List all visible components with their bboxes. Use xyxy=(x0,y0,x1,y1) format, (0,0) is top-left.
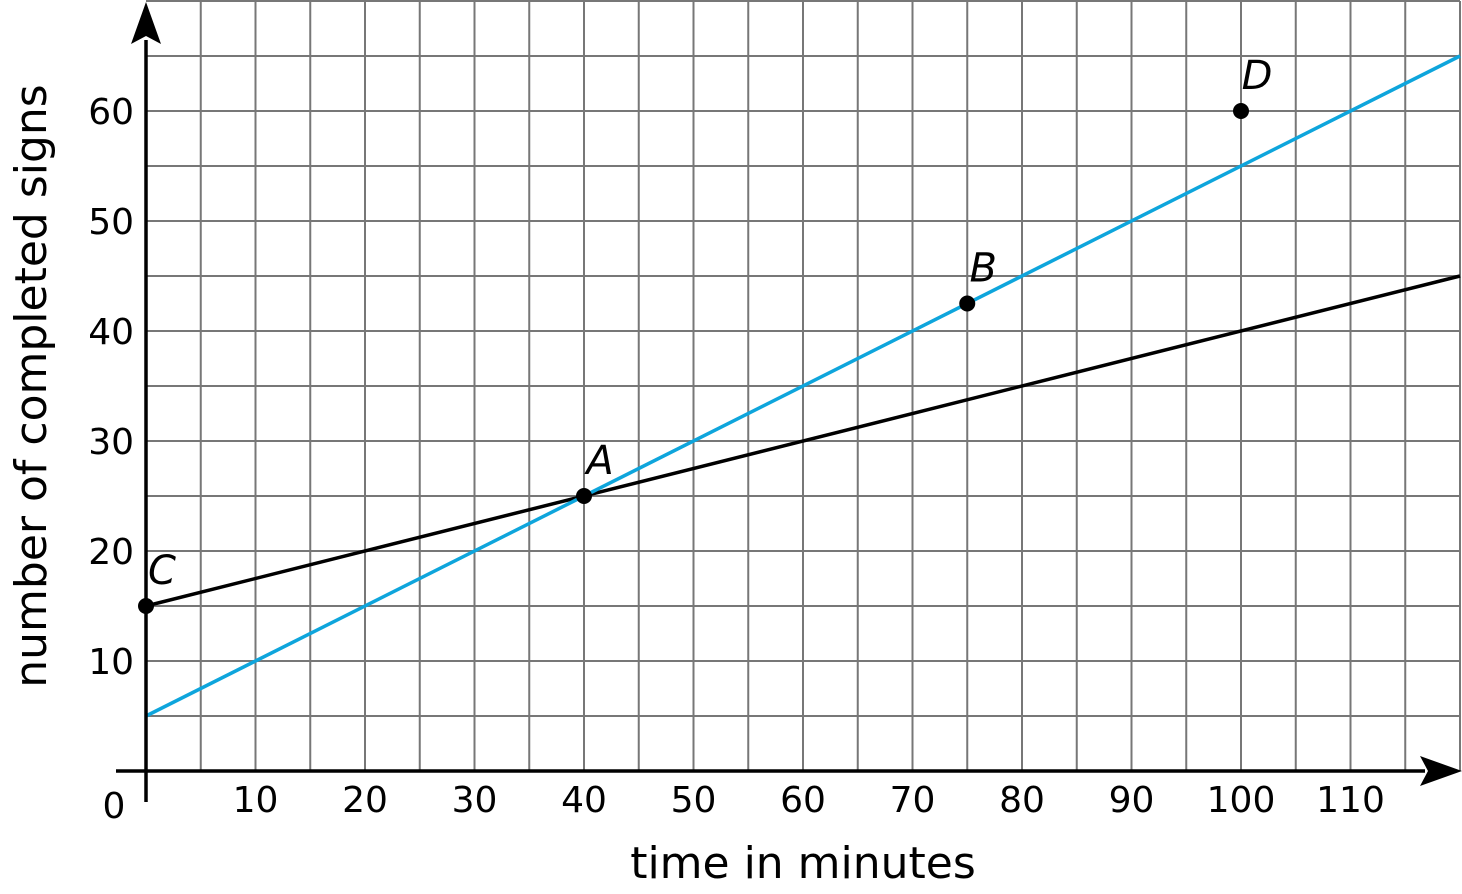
x-tick-label: 70 xyxy=(890,780,936,821)
x-tick-label: 50 xyxy=(671,780,717,821)
x-tick-label: 110 xyxy=(1316,780,1385,821)
x-tick-label: 60 xyxy=(780,780,826,821)
x-tick-label: 20 xyxy=(342,780,388,821)
origin-label: 0 xyxy=(103,786,126,827)
y-tick-label: 40 xyxy=(88,312,134,353)
x-tick-label: 30 xyxy=(452,780,498,821)
y-tick-label: 20 xyxy=(88,532,134,573)
y-axis-arrow xyxy=(131,2,161,44)
x-axis-arrow xyxy=(1420,756,1462,786)
x-tick-label: 90 xyxy=(1109,780,1155,821)
y-tick-label: 60 xyxy=(88,92,134,133)
tick-labels: 10 20 30 40 50 60 70 80 90 100 110 10 20 30 40 50 60 xyxy=(88,92,1385,821)
x-tick-label: 80 xyxy=(999,780,1045,821)
data-points: A B C D xyxy=(138,53,1272,614)
x-axis-label: time in minutes xyxy=(630,838,976,889)
point-label-C: C xyxy=(148,548,176,594)
point-label-A: A xyxy=(583,438,613,484)
point-B xyxy=(959,295,976,312)
point-label-B: B xyxy=(970,246,997,292)
y-axis-label: number of completed signs xyxy=(6,84,57,687)
series-line xyxy=(145,54,1461,718)
series-lines xyxy=(145,54,1461,718)
y-tick-label: 30 xyxy=(88,422,134,463)
axes xyxy=(116,2,1462,802)
y-tick-label: 10 xyxy=(88,642,134,683)
point-D xyxy=(1233,103,1249,119)
y-tick-label: 50 xyxy=(88,202,134,243)
series-line xyxy=(145,274,1461,608)
point-label-D: D xyxy=(1242,53,1273,99)
x-tick-label: 40 xyxy=(561,780,607,821)
x-tick-label: 100 xyxy=(1207,780,1276,821)
point-A xyxy=(576,488,592,504)
point-C xyxy=(138,598,154,614)
x-tick-label: 10 xyxy=(233,780,279,821)
